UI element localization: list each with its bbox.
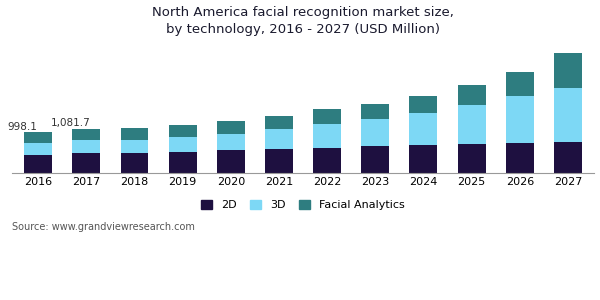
Bar xyxy=(73,140,100,153)
Bar xyxy=(361,146,389,173)
Bar xyxy=(24,132,52,143)
Bar xyxy=(554,53,582,88)
Bar xyxy=(217,121,245,134)
Bar xyxy=(409,145,437,173)
Bar xyxy=(313,109,341,124)
Bar xyxy=(506,97,534,143)
Bar xyxy=(265,129,293,149)
Bar xyxy=(217,134,245,151)
Bar xyxy=(313,124,341,148)
Bar xyxy=(24,154,52,173)
Bar xyxy=(458,105,485,144)
Bar xyxy=(169,125,197,137)
Text: Source: www.grandviewresearch.com: Source: www.grandviewresearch.com xyxy=(11,222,194,232)
Bar xyxy=(554,88,582,142)
Bar xyxy=(458,85,485,105)
Text: 1,081.7: 1,081.7 xyxy=(51,118,91,128)
Bar xyxy=(265,149,293,173)
Bar xyxy=(313,148,341,173)
Bar xyxy=(217,151,245,173)
Bar xyxy=(409,96,437,113)
Bar xyxy=(169,152,197,173)
Text: 998.1: 998.1 xyxy=(8,122,38,132)
Bar xyxy=(506,72,534,97)
Title: North America facial recognition market size,
by technology, 2016 - 2027 (USD Mi: North America facial recognition market … xyxy=(152,6,454,36)
Bar xyxy=(121,153,148,173)
Bar xyxy=(73,129,100,140)
Legend: 2D, 3D, Facial Analytics: 2D, 3D, Facial Analytics xyxy=(198,196,408,214)
Bar xyxy=(361,119,389,146)
Bar xyxy=(265,116,293,129)
Bar xyxy=(121,140,148,153)
Bar xyxy=(409,113,437,145)
Bar xyxy=(554,142,582,173)
Bar xyxy=(73,153,100,173)
Bar xyxy=(24,143,52,154)
Bar xyxy=(121,128,148,140)
Bar xyxy=(169,137,197,152)
Bar xyxy=(458,144,485,173)
Bar xyxy=(506,143,534,173)
Bar xyxy=(361,104,389,119)
